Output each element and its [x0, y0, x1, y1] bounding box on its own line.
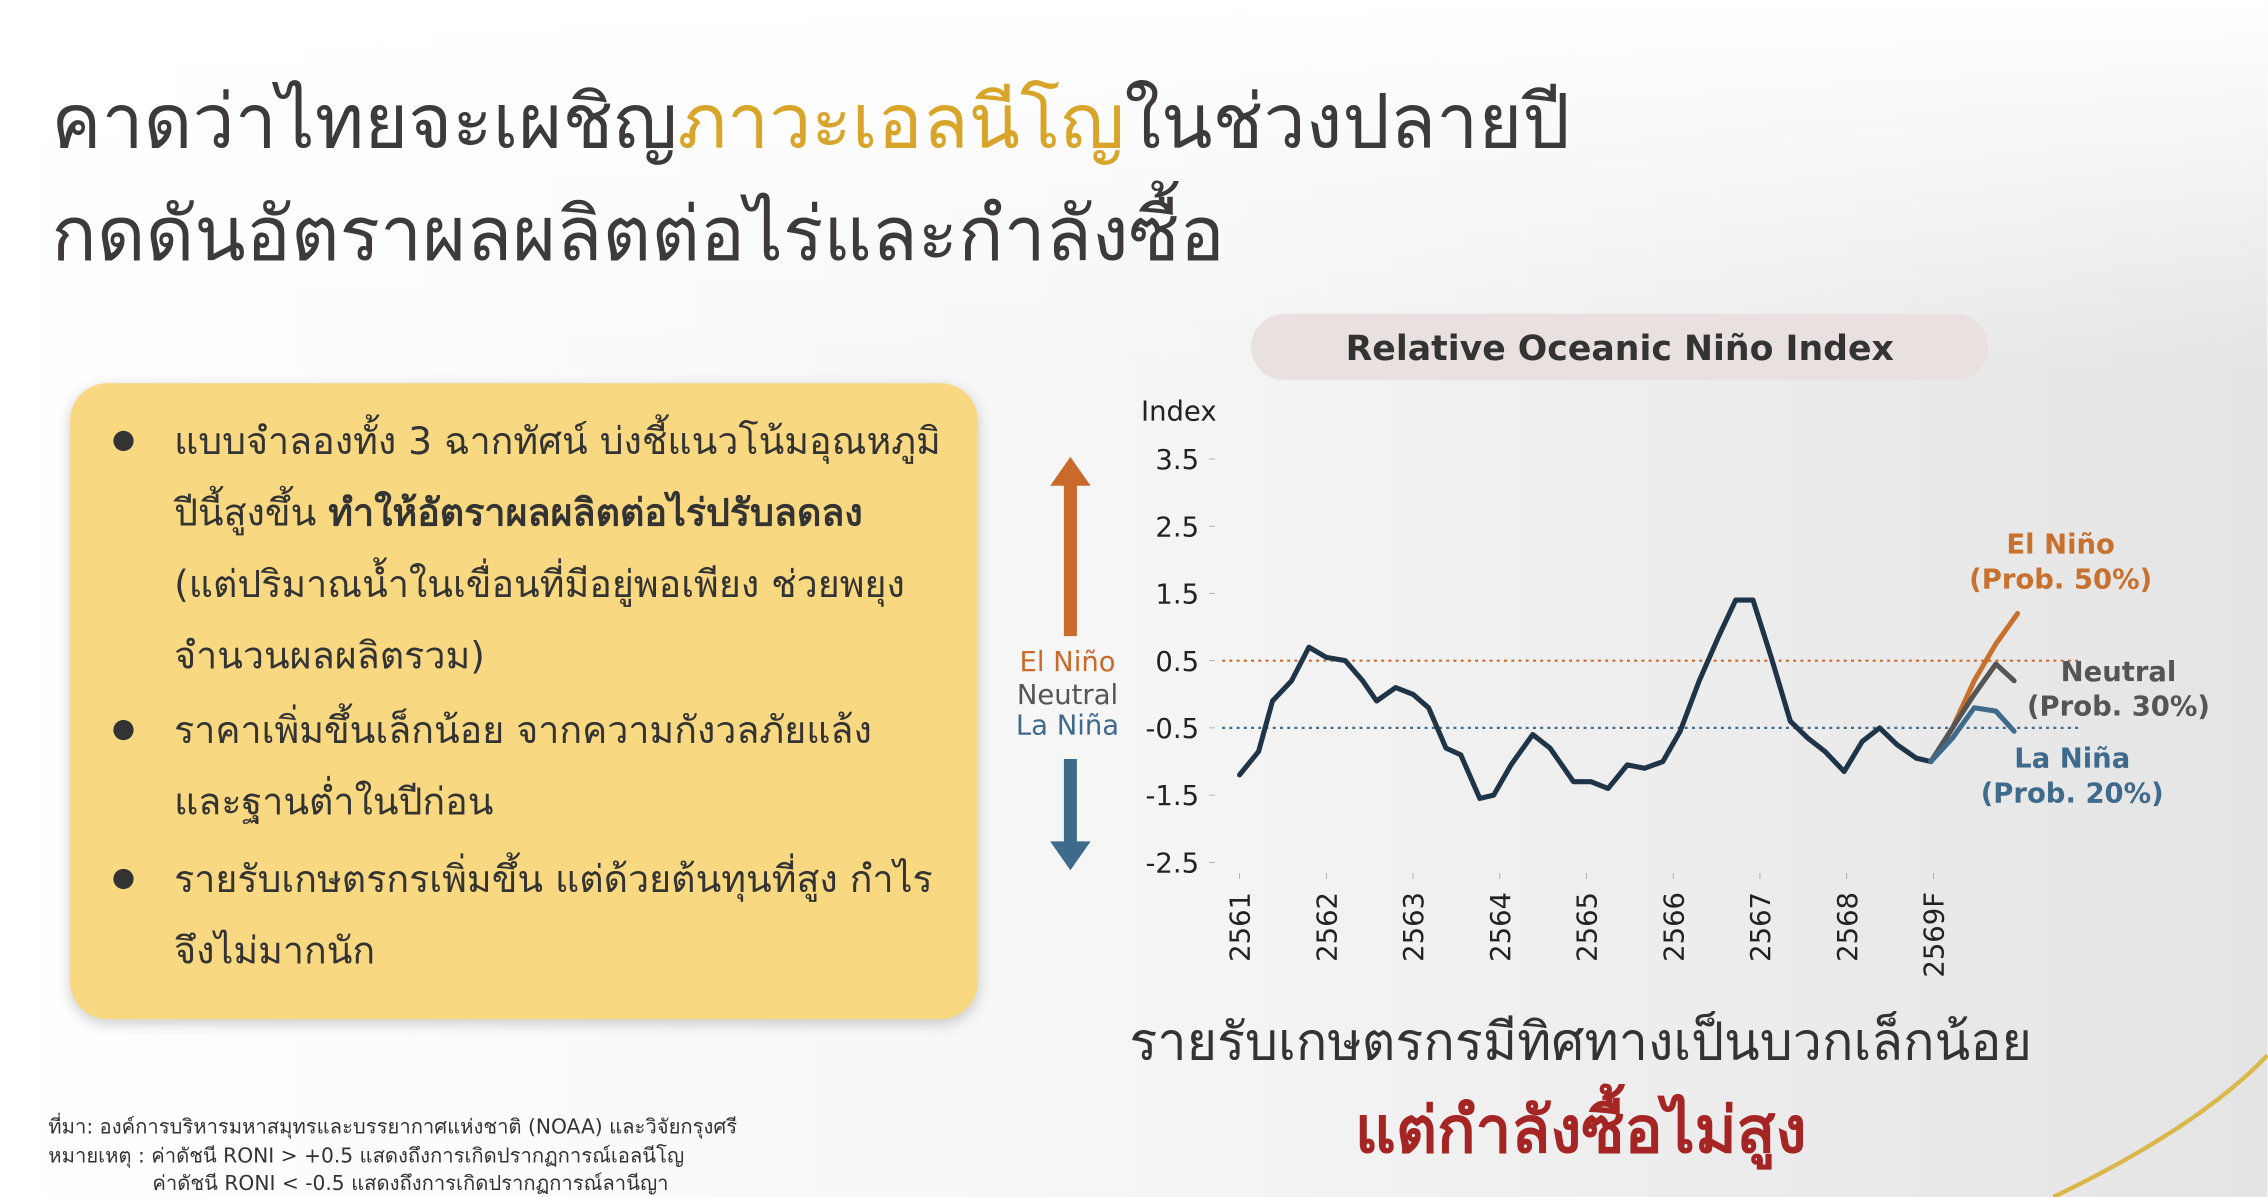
bullet-line: ปีนี้สูงขึ้น ทำให้อัตราผลผลิตต่อไร่ปรับล… [173, 485, 862, 535]
el-nino-arrowhead [1050, 456, 1091, 486]
title-line-1: คาดว่าไทยจะเผชิญภาวะเอลนีโญในช่วงปลายปี [51, 77, 1570, 165]
y-tick-label: 0.5 [1155, 647, 1199, 678]
bullet-text: (แต่ปริมาณน้ำในเขื่อนที่มีอยู่พอเพียง ช่… [174, 557, 905, 607]
bullet-text: จึงไม่มากนัก [174, 929, 375, 973]
series-probability: (Prob. 50%) [1969, 564, 2152, 595]
bullet-line: รายรับเกษตรกรเพิ่มขึ้น แต่ด้วยต้นทุนที่ส… [174, 852, 933, 902]
x-tick-label: 2561 [1226, 892, 1257, 962]
title-highlight: ภาวะเอลนีโญ [677, 77, 1124, 165]
regime-label: Neutral [1017, 680, 1118, 711]
forecast-line [1928, 661, 2017, 765]
y-tick-label: 3.5 [1155, 445, 1199, 476]
series-label: El Niño [2006, 530, 2115, 561]
chart-title-pill [1251, 313, 1989, 381]
x-tick-label: 2564 [1486, 892, 1517, 962]
chart: 3.5 2.5 1.5 0.5 -0.5 -1.5 -2.5 2561 2562 2563 2564… [1016, 445, 2210, 978]
x-tick-label: 2568 [1833, 892, 1864, 962]
bullet-bold-text: ทำให้อัตราผลผลิตต่อไร่ปรับลดลง [328, 490, 863, 534]
footnote: ที่มา: องค์การบริหารมหาสมุทรและบรรยากาศแ… [48, 1112, 737, 1139]
x-tick-label: 2566 [1659, 892, 1690, 962]
y-tick-label: 1.5 [1155, 580, 1199, 611]
y-tick-label: 2.5 [1155, 512, 1199, 543]
bullet-line: แบบจำลองทั้ง 3 ฉากทัศน์ บ่งชี้แนวโน้มอุณ… [174, 414, 941, 464]
footnote: หมายเหตุ : ค่าดัชนี RONI > +0.5 แสดงถึงก… [48, 1143, 684, 1168]
x-tick-label: 2567 [1746, 892, 1777, 962]
title-line-2: กดดันอัตราผลผลิตต่อไร่และกำลังซื้อ [51, 180, 1225, 278]
x-tick-label: 2569F [1920, 892, 1951, 978]
series-label: Neutral [2061, 657, 2177, 688]
bullet-text: แบบจำลองทั้ง 3 ฉากทัศน์ บ่งชี้แนวโน้มอุณ… [174, 414, 941, 464]
la-nina-arrowhead [1050, 841, 1091, 871]
bullet-text: จำนวนผลผลิตรวม) [174, 634, 485, 678]
conclusion-line-2: แต่กำลังซื้อไม่สูง [1355, 1083, 1807, 1170]
summary-box [70, 383, 978, 1020]
bullet-dot [113, 868, 134, 890]
bullet-line: จึงไม่มากนัก [174, 929, 375, 973]
bullet-list: แบบจำลองทั้ง 3 ฉากทัศน์ บ่งชี้แนวโน้มอุณ… [113, 414, 941, 973]
bullet-text: ราคาเพิ่มขึ้นเล็กน้อย จากความกังวลภัยแล้… [174, 703, 872, 752]
index-line [1237, 597, 1934, 801]
y-tick-label: -2.5 [1145, 848, 1199, 879]
title-text: คาดว่าไทยจะเผชิญ [51, 77, 677, 165]
y-tick-label: -0.5 [1145, 714, 1199, 745]
bullet-text: รายรับเกษตรกรเพิ่มขึ้น แต่ด้วยต้นทุนที่ส… [174, 852, 933, 902]
series-label: La Niña [2014, 744, 2130, 775]
bullet-line: จำนวนผลผลิตรวม) [174, 634, 485, 678]
regime-label: El Niño [1019, 647, 1115, 678]
decor-arc [2052, 1053, 2268, 1197]
bullet-dot [113, 719, 134, 741]
x-tick-label: 2562 [1312, 892, 1343, 962]
bullet-dot [113, 430, 134, 452]
x-tick-label: 2565 [1573, 892, 1604, 962]
x-tick-label: 2563 [1399, 892, 1430, 962]
title-text: ในช่วงปลายปี [1124, 77, 1570, 165]
bullet-text: และฐานต่ำในปีก่อน [174, 776, 493, 825]
conclusion-line-1: รายรับเกษตรกรมีทิศทางเป็นบวกเล็กน้อย [1129, 1012, 2032, 1073]
bullet-line: ราคาเพิ่มขึ้นเล็กน้อย จากความกังวลภัยแล้… [174, 703, 872, 752]
background-fade [0, 0, 2268, 376]
footnote: ค่าดัชนี RONI < -0.5 แสดงถึงการเกิดปรากฏ… [152, 1171, 668, 1195]
series-probability: (Prob. 20%) [1981, 778, 2164, 809]
regime-label: La Niña [1016, 710, 1119, 741]
series-probability: (Prob. 30%) [2027, 692, 2210, 723]
chart-title: Relative Oceanic Niño Index [1346, 329, 1894, 369]
forecast-line [1928, 705, 2017, 765]
bullet-line: (แต่ปริมาณน้ำในเขื่อนที่มีอยู่พอเพียง ช่… [174, 557, 905, 607]
y-axis-label: Index [1141, 397, 1217, 428]
y-tick-label: -1.5 [1145, 781, 1199, 812]
bullet-line: และฐานต่ำในปีก่อน [174, 776, 493, 825]
bullet-text: ปีนี้สูงขึ้น [173, 485, 328, 535]
